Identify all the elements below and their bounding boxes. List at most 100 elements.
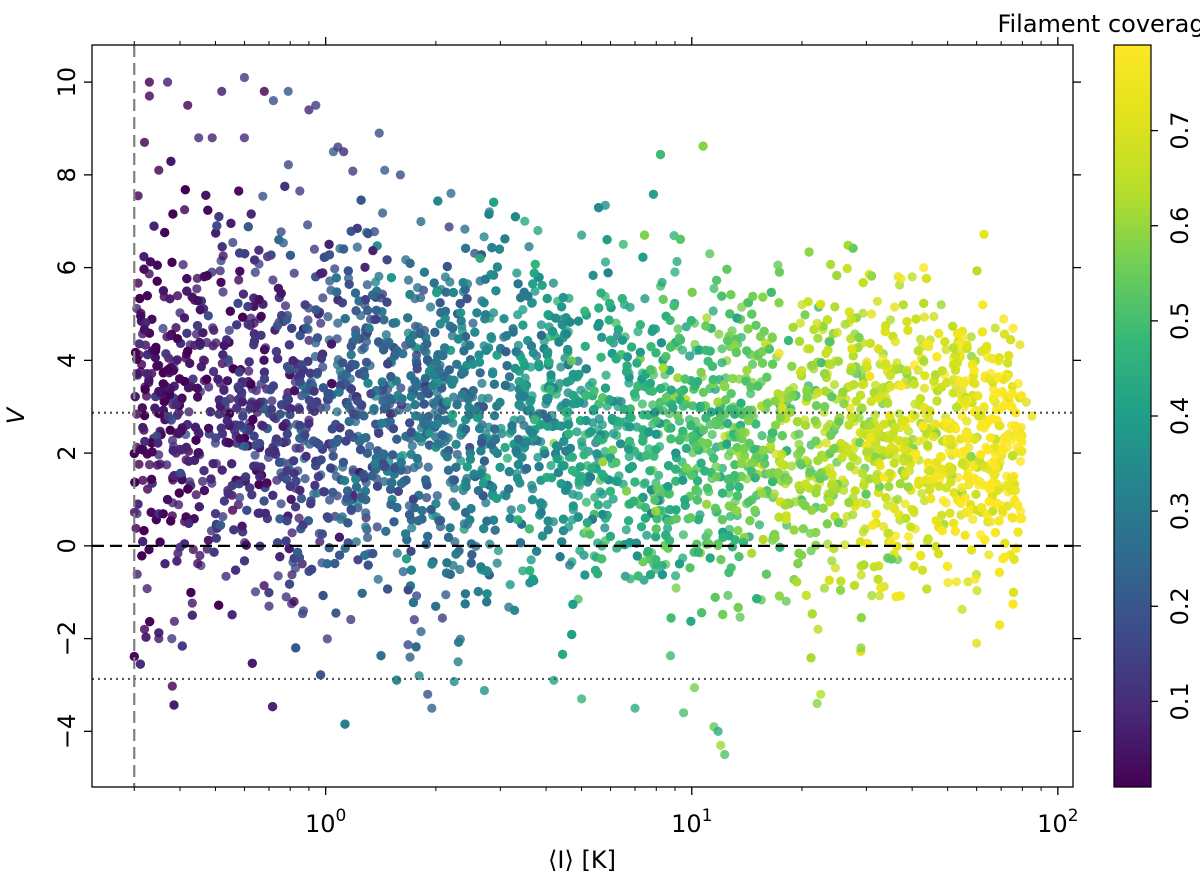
scatter-point xyxy=(444,222,454,232)
scatter-point xyxy=(493,546,503,556)
scatter-point xyxy=(1015,456,1026,466)
scatter-point xyxy=(637,399,648,409)
scatter-point xyxy=(708,306,718,316)
scatter-point xyxy=(452,449,462,459)
scatter-point xyxy=(158,323,168,334)
scatter-point xyxy=(490,424,500,434)
scatter-point xyxy=(941,345,951,355)
scatter-point xyxy=(209,366,219,377)
scatter-point xyxy=(530,286,540,296)
scatter-point xyxy=(250,450,260,460)
scatter-point xyxy=(133,278,143,288)
scatter-point xyxy=(477,378,487,388)
scatter-point xyxy=(845,403,855,413)
scatter-point xyxy=(258,191,268,201)
scatter-point xyxy=(658,506,668,516)
scatter-point xyxy=(506,505,516,515)
scatter-point xyxy=(769,489,780,499)
scatter-point xyxy=(398,450,408,461)
scatter-point xyxy=(318,293,328,303)
scatter-point xyxy=(289,268,299,278)
scatter-point xyxy=(938,496,948,506)
scatter-point xyxy=(492,558,502,568)
scatter-point xyxy=(291,502,301,512)
scatter-point xyxy=(558,526,569,536)
scatter-point xyxy=(169,616,179,627)
scatter-point xyxy=(303,220,313,230)
scatter-point xyxy=(250,267,260,277)
scatter-point xyxy=(821,438,831,448)
scatter-point xyxy=(348,467,358,477)
scatter-point xyxy=(580,570,590,580)
scatter-point xyxy=(218,251,228,261)
scatter-point xyxy=(858,308,868,318)
scatter-point xyxy=(966,332,976,342)
scatter-point xyxy=(587,377,597,388)
scatter-point xyxy=(594,414,604,424)
scatter-point xyxy=(856,570,866,580)
scatter-point xyxy=(890,302,900,312)
scatter-point xyxy=(460,224,470,234)
scatter-point xyxy=(689,683,700,693)
scatter-point xyxy=(524,242,534,252)
scatter-point xyxy=(893,494,903,504)
scatter-point xyxy=(871,380,881,390)
scatter-point xyxy=(330,264,340,274)
scatter-point xyxy=(575,545,585,556)
scatter-point xyxy=(820,402,830,412)
scatter-point xyxy=(441,590,451,600)
scatter-point xyxy=(972,586,982,596)
scatter-point xyxy=(678,530,689,540)
scatter-point xyxy=(673,324,683,334)
scatter-point xyxy=(1015,340,1025,350)
scatter-point xyxy=(385,394,395,404)
scatter-point xyxy=(707,429,717,440)
scatter-point xyxy=(723,590,733,601)
scatter-point xyxy=(527,480,537,490)
scatter-point xyxy=(291,443,301,453)
scatter-point xyxy=(192,284,202,294)
scatter-point xyxy=(962,416,972,426)
scatter-point xyxy=(642,530,652,540)
scatter-point xyxy=(819,583,830,593)
scatter-point xyxy=(754,520,765,530)
scatter-point xyxy=(211,338,221,348)
scatter-point xyxy=(917,488,927,498)
scatter-point xyxy=(378,208,388,218)
scatter-point xyxy=(685,351,695,361)
scatter-point xyxy=(621,525,631,535)
scatter-point xyxy=(268,275,278,285)
scatter-point xyxy=(696,367,706,377)
scatter-point xyxy=(233,500,243,510)
scatter-point xyxy=(671,583,681,593)
scatter-point xyxy=(500,442,510,453)
scatter-point xyxy=(596,288,606,298)
scatter-point xyxy=(371,277,381,287)
scatter-point xyxy=(362,280,372,290)
scatter-point xyxy=(218,287,228,297)
scatter-point xyxy=(423,462,433,472)
scatter-point xyxy=(600,446,610,457)
scatter-point xyxy=(829,380,840,390)
scatter-point xyxy=(773,260,783,270)
scatter-point xyxy=(294,513,304,523)
scatter-point xyxy=(403,640,413,650)
scatter-point xyxy=(528,348,538,358)
scatter-point xyxy=(979,403,989,413)
scatter-point xyxy=(505,580,515,590)
scatter-point xyxy=(717,344,727,354)
scatter-point xyxy=(774,348,784,358)
scatter-points xyxy=(129,72,1037,760)
scatter-point xyxy=(359,343,369,353)
scatter-point xyxy=(215,266,225,276)
scatter-point xyxy=(295,186,305,196)
scatter-point xyxy=(348,166,358,176)
scatter-point xyxy=(904,531,914,542)
scatter-point xyxy=(657,277,667,287)
scatter-point xyxy=(597,489,608,499)
scatter-point xyxy=(608,429,618,439)
scatter-point xyxy=(999,314,1009,324)
scatter-point xyxy=(952,577,962,587)
scatter-point xyxy=(590,492,600,502)
scatter-point xyxy=(581,497,592,507)
